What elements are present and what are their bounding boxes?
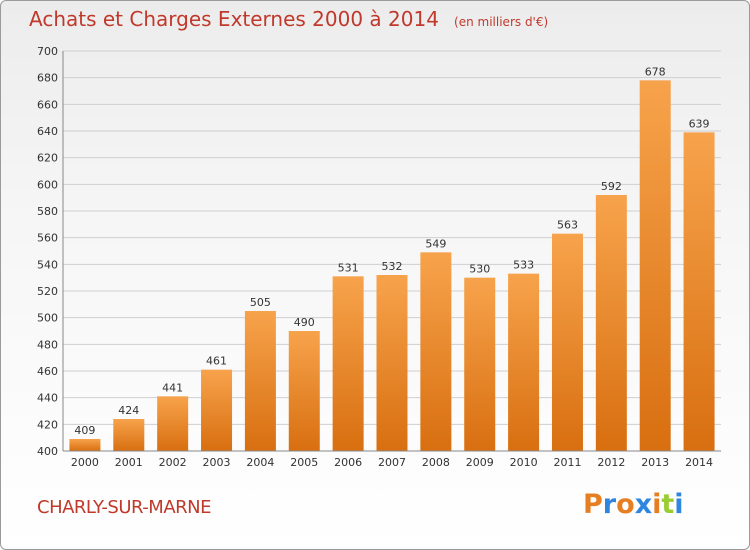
logo-letter: o <box>616 489 635 520</box>
x-tick-label: 2005 <box>290 456 318 469</box>
bar <box>332 276 364 451</box>
bar-value-label: 490 <box>294 316 315 329</box>
x-tick-label: 2008 <box>422 456 450 469</box>
bar-value-label: 531 <box>338 261 359 274</box>
y-tick-label: 480 <box>37 338 58 351</box>
chart-title-text: Achats et Charges Externes 2000 à 2014 <box>29 7 439 31</box>
bar-value-label: 563 <box>557 219 578 232</box>
y-tick-label: 440 <box>37 392 58 405</box>
bar-value-label: 592 <box>601 180 622 193</box>
bar-value-label: 532 <box>382 260 403 273</box>
bar <box>288 331 320 451</box>
x-tick-label: 2003 <box>203 456 231 469</box>
y-tick-label: 620 <box>37 152 58 165</box>
logo-letter: x <box>634 489 653 520</box>
x-tick-label: 2004 <box>246 456 274 469</box>
bar <box>157 396 189 451</box>
bar-value-label: 678 <box>645 65 666 78</box>
bar <box>113 419 145 451</box>
x-tick-label: 2007 <box>378 456 406 469</box>
x-tick-label: 2009 <box>466 456 494 469</box>
y-tick-label: 600 <box>37 178 58 191</box>
bar <box>201 369 233 451</box>
y-tick-label: 580 <box>37 205 58 218</box>
x-tick-label: 2010 <box>510 456 538 469</box>
y-tick-label: 400 <box>37 445 58 458</box>
x-tick-label: 2006 <box>334 456 362 469</box>
proxiti-logo: Proxiti <box>583 489 684 520</box>
y-tick-label: 560 <box>37 232 58 245</box>
y-tick-label: 640 <box>37 125 58 138</box>
y-tick-label: 420 <box>37 418 58 431</box>
x-tick-label: 2012 <box>597 456 625 469</box>
chart-unit: (en milliers d'€) <box>454 15 549 29</box>
bars <box>69 80 715 452</box>
bar-value-label: 639 <box>689 117 710 130</box>
y-tick-label: 520 <box>37 285 58 298</box>
y-tick-label: 660 <box>37 98 58 111</box>
bar-value-label: 505 <box>250 296 271 309</box>
y-tick-label: 500 <box>37 312 58 325</box>
bar <box>595 195 627 451</box>
y-tick-label: 460 <box>37 365 58 378</box>
bar <box>420 252 452 451</box>
bar-value-label: 424 <box>118 404 139 417</box>
chart-title: Achats et Charges Externes 2000 à 2014 (… <box>29 7 548 31</box>
y-tick-label: 540 <box>37 258 58 271</box>
bar <box>69 439 101 451</box>
logo-letter: r <box>602 489 617 520</box>
bar <box>639 80 671 451</box>
x-tick-label: 2002 <box>159 456 187 469</box>
bar-value-label: 441 <box>162 381 183 394</box>
logo-letter: i <box>674 489 684 520</box>
bar-value-label: 533 <box>513 259 534 272</box>
bar-value-label: 461 <box>206 355 227 368</box>
bar <box>508 273 540 451</box>
axes: 400 420 440 460 480 500 520 540 560 580 600 620 640 6… <box>37 45 721 469</box>
logo-letter: t <box>661 489 675 520</box>
bar-value-label: 409 <box>74 424 95 437</box>
logo-letter: i <box>652 489 662 520</box>
x-tick-label: 2014 <box>685 456 713 469</box>
y-tick-label: 680 <box>37 72 58 85</box>
y-tick-label: 700 <box>37 45 58 58</box>
x-tick-label: 2001 <box>115 456 143 469</box>
bar <box>376 275 408 451</box>
bar-value-label: 530 <box>469 263 490 276</box>
x-tick-label: 2000 <box>71 456 99 469</box>
bar <box>464 277 496 451</box>
x-tick-label: 2013 <box>641 456 669 469</box>
bar <box>551 233 583 451</box>
commune-name: CHARLY-SUR-MARNE <box>37 497 211 518</box>
bar <box>244 311 276 451</box>
x-tick-label: 2011 <box>553 456 581 469</box>
logo-letter: P <box>583 489 603 520</box>
bar <box>683 132 715 452</box>
bar-value-label: 549 <box>425 237 446 250</box>
